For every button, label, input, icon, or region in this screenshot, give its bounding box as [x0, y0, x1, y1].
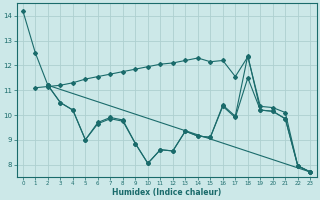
X-axis label: Humidex (Indice chaleur): Humidex (Indice chaleur)	[112, 188, 221, 197]
